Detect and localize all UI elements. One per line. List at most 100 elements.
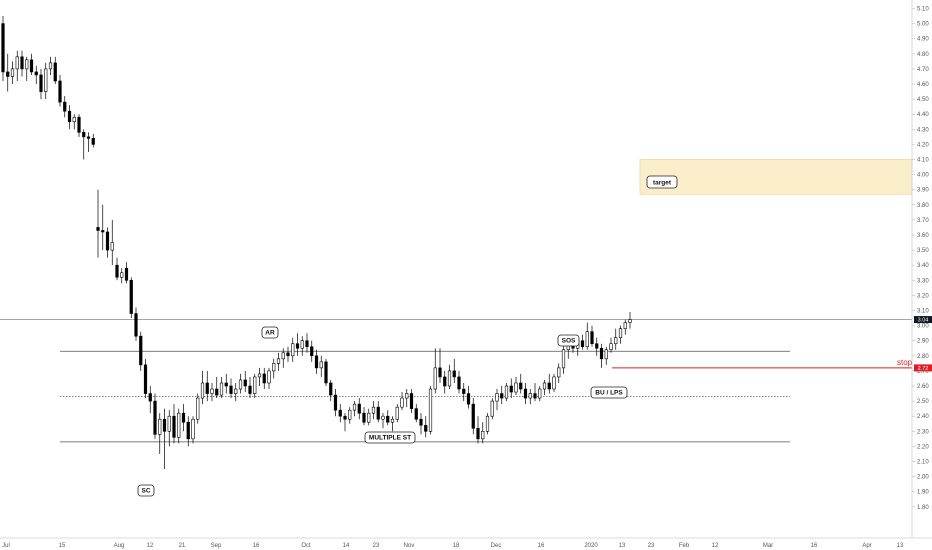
candle-body-up xyxy=(428,388,433,432)
candle xyxy=(115,257,119,281)
x-tick-label: 23 xyxy=(648,543,655,549)
annotation-multiple-st[interactable]: MULTIPLE ST xyxy=(364,431,416,444)
candle xyxy=(34,65,38,84)
candle xyxy=(490,398,494,420)
candle xyxy=(580,334,585,350)
candle-body-down xyxy=(153,400,157,435)
candle-body-down xyxy=(134,313,138,337)
candle xyxy=(338,404,342,423)
candle xyxy=(281,348,285,368)
candle xyxy=(20,50,24,77)
x-tick-label: 18 xyxy=(453,543,460,549)
y-tick-label: 5.00 xyxy=(917,22,929,28)
y-tick-label: 3.70 xyxy=(917,218,929,224)
candle xyxy=(6,53,10,92)
annotation-sc[interactable]: SC xyxy=(137,484,155,497)
candle xyxy=(305,333,309,353)
stop-price-tag-box xyxy=(914,364,932,372)
candle-body-down xyxy=(34,71,38,76)
candle-body-down xyxy=(63,101,67,112)
candle xyxy=(158,413,162,454)
candle-body-down xyxy=(205,382,209,394)
y-tick-label: 4.40 xyxy=(917,112,929,118)
time-axis[interactable]: Jul 15 Aug 12 21 Sep 16 Oct 14 23 Nov 18 Dec 16 2020 13… xyxy=(2,543,904,549)
candle-body-down xyxy=(595,343,599,349)
candle-body-down xyxy=(329,382,333,396)
candle-body-down xyxy=(457,376,461,390)
candle xyxy=(153,393,157,439)
price-axis[interactable]: 5.10 5.00 4.90 4.80 4.70 4.60 4.50 4.40 4.30 4.20… xyxy=(912,7,929,511)
candle xyxy=(471,398,475,435)
annotation-ar[interactable]: AR xyxy=(261,326,279,339)
candle-body-down xyxy=(547,382,551,390)
y-tick-label: 2.10 xyxy=(917,460,929,466)
candle xyxy=(362,407,366,426)
candle xyxy=(200,370,205,405)
candle-body-down xyxy=(143,364,148,394)
y-tick-label: 3.40 xyxy=(917,263,929,269)
candle-body-down xyxy=(414,408,418,420)
x-tick-label: Apr xyxy=(862,543,871,549)
candle-body-up xyxy=(390,418,395,423)
candle-body-down xyxy=(305,340,309,348)
candle-body-down xyxy=(523,388,528,399)
annotation-bu-lps[interactable]: BU / LPS xyxy=(590,386,628,399)
candle-body-down xyxy=(96,227,100,231)
candle-body-up xyxy=(447,370,452,387)
candle xyxy=(25,56,29,81)
candle-body-down xyxy=(243,379,247,387)
candle-body-down xyxy=(419,418,423,426)
candle-body-down xyxy=(343,415,347,420)
candle-body-up xyxy=(276,358,281,364)
candle-body-down xyxy=(139,335,143,366)
candle-body-down xyxy=(310,346,314,357)
candle xyxy=(257,367,262,386)
target-label: target xyxy=(653,180,672,187)
candle-body-up xyxy=(400,397,404,408)
candle-body-up xyxy=(200,382,205,399)
candle-body-up xyxy=(381,415,385,420)
candle xyxy=(139,331,143,371)
candle xyxy=(267,367,271,390)
candle-body-up xyxy=(348,409,352,420)
candle-body-down xyxy=(452,370,456,378)
candle-body-up xyxy=(405,393,409,399)
candle xyxy=(547,373,551,394)
candle xyxy=(367,408,371,426)
candle xyxy=(72,114,76,130)
candle xyxy=(238,373,243,394)
candle xyxy=(447,364,452,390)
candle xyxy=(538,386,542,402)
candle xyxy=(215,376,219,399)
x-tick-label: 21 xyxy=(179,543,186,549)
target-zone[interactable]: target xyxy=(639,159,913,195)
y-tick-label: 4.10 xyxy=(917,158,929,164)
candle xyxy=(433,348,437,394)
x-tick-label: Aug xyxy=(114,543,125,549)
candle-body-up xyxy=(352,403,357,411)
candle-body-up xyxy=(281,352,285,360)
candle xyxy=(542,379,547,396)
current-price-tag-box xyxy=(914,316,932,324)
candle-body-down xyxy=(295,343,300,349)
candle-body-down xyxy=(357,403,361,414)
candle-body-down xyxy=(324,361,328,384)
candle-body-up xyxy=(490,400,494,417)
target-zone-rect xyxy=(639,159,913,195)
candle-body-down xyxy=(462,388,466,394)
candle xyxy=(44,62,48,100)
candle-body-down xyxy=(466,393,471,405)
candle-body-down xyxy=(77,116,81,133)
candle xyxy=(604,346,608,365)
annotation-sos[interactable]: SOS xyxy=(557,334,580,347)
candle-body-down xyxy=(162,418,167,432)
candle-body-up xyxy=(272,363,276,372)
candle xyxy=(333,389,338,417)
x-tick-label: Mar xyxy=(763,543,773,549)
candles-group xyxy=(1,16,632,470)
y-tick-label: 2.70 xyxy=(917,369,929,375)
candle-body-down xyxy=(67,110,72,123)
y-tick-label: 2.20 xyxy=(917,444,929,450)
candle xyxy=(343,413,347,432)
candle xyxy=(623,319,627,335)
